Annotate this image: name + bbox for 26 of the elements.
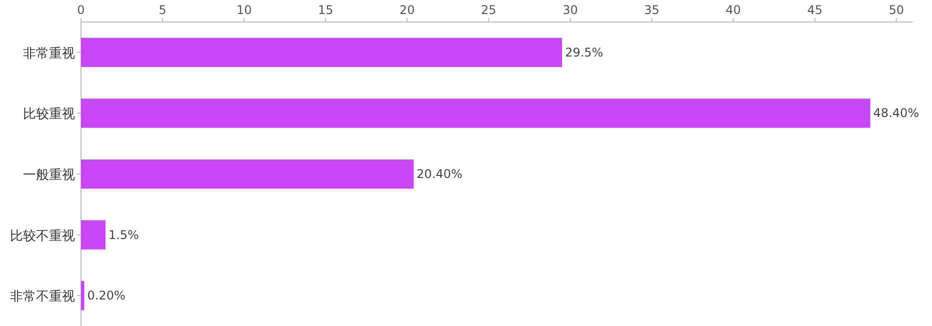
y-tick-label: 非常重视 [23,46,75,62]
x-tick-label: 25 [481,3,496,17]
data-label: 20.40% [416,167,462,181]
data-label: 48.40% [873,106,920,120]
x-tick-label: 0 [77,3,85,17]
y-tick-label: 比较重视 [23,107,75,122]
x-tick-label: 45 [807,3,822,17]
bar [81,159,414,189]
bar [81,281,84,310]
data-label: 29.5% [565,45,604,60]
y-tick-label: 非常不重视 [10,290,75,305]
bar [81,38,562,67]
y-tick-label: 一般重视 [23,168,75,183]
data-label: 0.20% [87,288,126,303]
x-tick-label: 40 [726,3,741,17]
y-tick-label: 比较不重视 [10,228,75,244]
x-tick-label: 10 [236,3,252,17]
x-tick-label: 20 [400,3,415,17]
x-tick-label: 5 [158,3,166,17]
data-label: 1.5% [108,228,139,242]
bar [81,220,106,250]
x-tick-label: 30 [562,3,578,17]
x-tick-label: 50 [888,3,904,17]
x-tick-label: 15 [318,3,334,17]
x-tick-label: 35 [644,3,660,17]
bar [81,98,870,128]
